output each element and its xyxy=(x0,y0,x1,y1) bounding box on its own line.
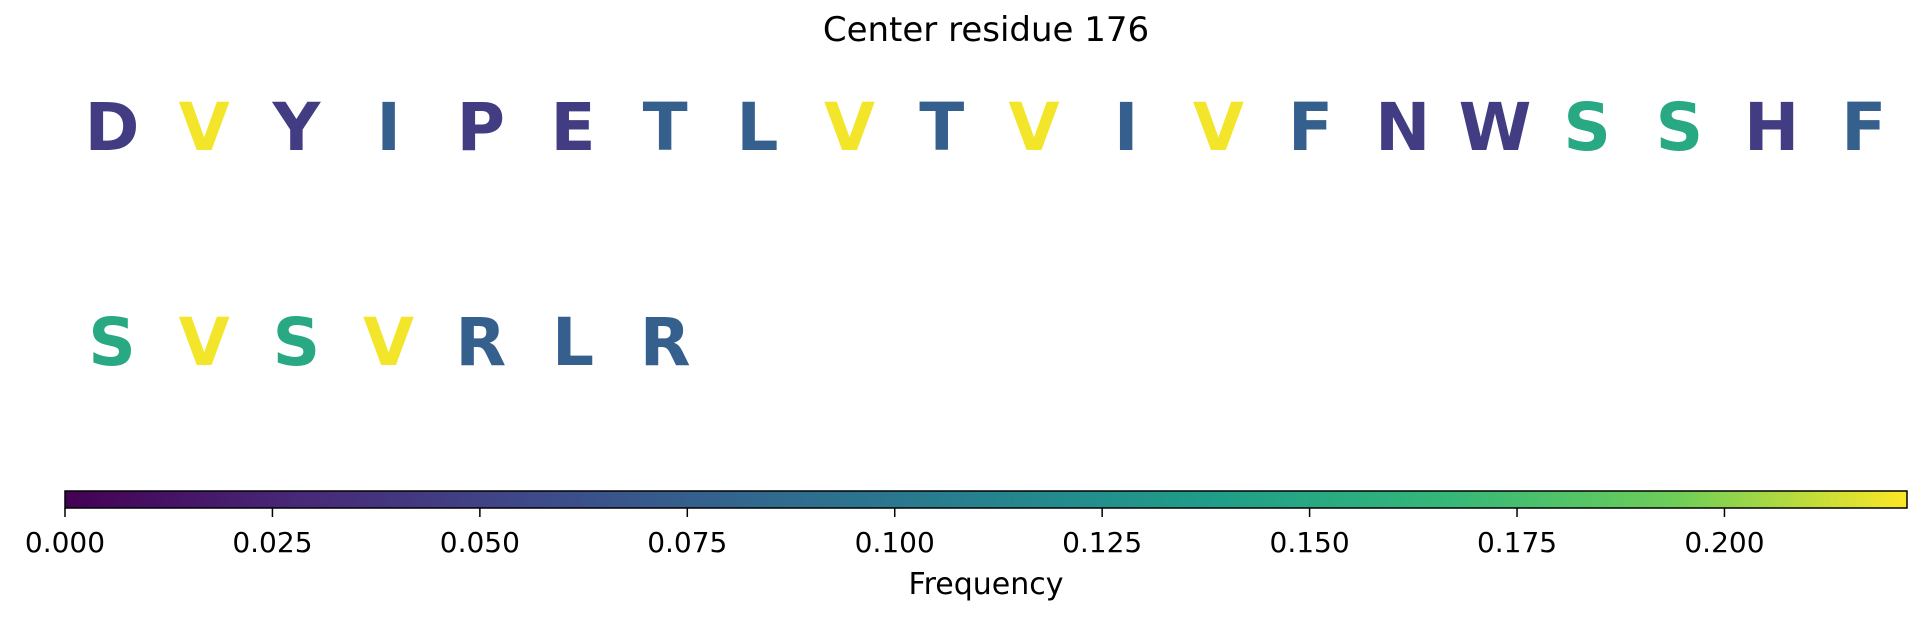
colorbar-label: Frequency xyxy=(909,567,1064,602)
colorbar-tick-label: 0.075 xyxy=(647,526,727,559)
residue-letters: D V Y I P E T L V T V I V F N W S S H FS V S V R L R xyxy=(85,89,1887,381)
residue-letter: H xyxy=(1744,89,1799,166)
residue-letter: E xyxy=(550,89,595,166)
colorbar-tick-label: 0.175 xyxy=(1477,526,1557,559)
residue-letter: S xyxy=(273,304,321,381)
residue-letter: S xyxy=(1563,89,1611,166)
residue-letter: V xyxy=(179,89,230,166)
colorbar-gradient xyxy=(64,490,1908,509)
colorbar-tick-label: 0.050 xyxy=(440,526,520,559)
colorbar xyxy=(64,490,1908,509)
residue-letter: V xyxy=(824,89,875,166)
colorbar-tick-label: 0.000 xyxy=(25,526,105,559)
residue-letter: P xyxy=(457,89,505,166)
colorbar-tick-label: 0.125 xyxy=(1062,526,1142,559)
residue-letter: S xyxy=(88,304,136,381)
residue-letter: W xyxy=(1459,89,1532,166)
residue-letter: V xyxy=(1193,89,1244,166)
residue-letter: I xyxy=(1114,89,1139,166)
residue-letter: L xyxy=(736,89,778,166)
chart-title: Center residue 176 xyxy=(822,10,1150,50)
colorbar-tick-label: 0.150 xyxy=(1270,526,1350,559)
colorbar-tick-label: 0.200 xyxy=(1684,526,1764,559)
residue-letter: I xyxy=(376,89,401,166)
residue-letter: T xyxy=(919,89,964,166)
residue-letter: Y xyxy=(272,89,322,166)
colorbar-ticks: 0.000 0.025 0.050 0.075 0.100 0.125 0.150 0.175… xyxy=(25,508,1765,559)
colorbar-tick-label: 0.025 xyxy=(232,526,312,559)
residue-letter: D xyxy=(85,89,140,166)
residue-letter: F xyxy=(1841,89,1886,166)
residue-letter: V xyxy=(179,304,230,381)
residue-letter: L xyxy=(552,304,594,381)
residue-letter: S xyxy=(1656,89,1704,166)
colorbar-tick-label: 0.100 xyxy=(855,526,935,559)
residue-letter: T xyxy=(643,89,688,166)
residue-letter: R xyxy=(455,304,506,381)
residue-letter: F xyxy=(1288,89,1333,166)
residue-letter: V xyxy=(363,304,414,381)
residue-letter: V xyxy=(1008,89,1059,166)
residue-letter: R xyxy=(640,304,691,381)
residue-letter: N xyxy=(1375,89,1430,166)
